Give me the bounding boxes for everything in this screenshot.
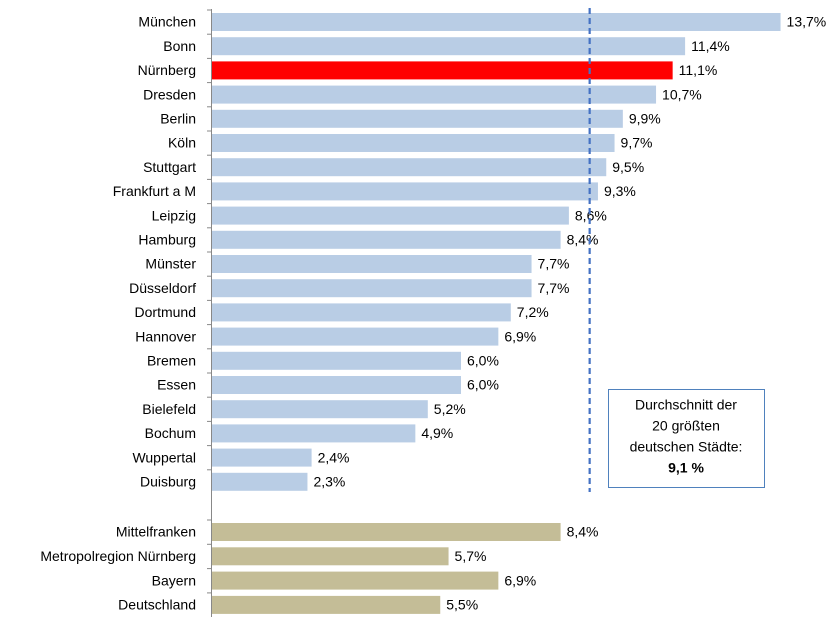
- value-label: 9,3%: [604, 183, 636, 199]
- bar: [212, 571, 499, 590]
- bar: [212, 206, 569, 225]
- category-label: Bochum: [145, 425, 196, 441]
- value-label: 8,6%: [575, 207, 607, 223]
- bar: [212, 85, 657, 104]
- category-label: Deutschland: [118, 597, 196, 613]
- value-label: 9,5%: [612, 159, 644, 175]
- annotation-box: [608, 389, 765, 488]
- value-label: 4,9%: [421, 425, 453, 441]
- category-label: Dresden: [143, 86, 196, 102]
- category-label: Bonn: [163, 38, 196, 54]
- category-label: Wuppertal: [132, 449, 196, 465]
- category-label: Stuttgart: [143, 159, 196, 175]
- value-label: 9,9%: [629, 111, 661, 127]
- bar: [212, 158, 607, 177]
- category-label: Frankfurt a M: [113, 183, 196, 199]
- category-label: Bielefeld: [142, 401, 196, 417]
- category-label: Duisburg: [140, 474, 196, 490]
- value-label: 2,3%: [313, 474, 345, 490]
- bar: [212, 400, 428, 419]
- bar: [212, 327, 499, 346]
- bar: [212, 37, 686, 56]
- bar: [212, 351, 461, 370]
- annotation-text: 20 größten: [652, 418, 720, 434]
- value-label: 11,4%: [691, 38, 730, 54]
- annotation-text: deutschen Städte:: [630, 439, 743, 455]
- bar: [212, 109, 623, 128]
- value-label: 6,0%: [467, 377, 499, 393]
- category-label: Köln: [168, 135, 196, 151]
- annotation-text: Durchschnitt der: [635, 397, 737, 413]
- value-label: 10,7%: [662, 86, 702, 102]
- value-label: 6,9%: [504, 328, 536, 344]
- bar: [212, 134, 615, 152]
- value-label: 6,0%: [467, 353, 499, 369]
- bar: [212, 523, 561, 541]
- value-label: 7,7%: [538, 280, 570, 296]
- value-label: 5,2%: [434, 401, 466, 417]
- category-label: Leipzig: [152, 207, 196, 223]
- value-label: 8,4%: [567, 524, 599, 540]
- bar: [212, 61, 673, 80]
- bar: [212, 448, 312, 467]
- value-label: 6,9%: [504, 572, 536, 588]
- value-label: 11,1%: [679, 62, 718, 78]
- category-label: Mittelfranken: [116, 524, 196, 540]
- value-label: 5,5%: [446, 597, 478, 613]
- category-label: Nürnberg: [138, 62, 196, 78]
- value-label: 2,4%: [318, 449, 350, 465]
- value-label: 5,7%: [455, 548, 487, 564]
- category-label: Essen: [157, 377, 196, 393]
- category-label: Bremen: [147, 353, 196, 369]
- value-label: 7,7%: [538, 256, 570, 272]
- category-label: Dortmund: [135, 304, 196, 320]
- bar: [212, 279, 532, 298]
- category-label: Hamburg: [138, 232, 196, 248]
- category-label: Düsseldorf: [129, 280, 196, 296]
- bar: [212, 547, 449, 566]
- category-label: Berlin: [160, 111, 196, 127]
- category-label: Hannover: [135, 328, 196, 344]
- category-label: München: [138, 14, 196, 30]
- value-label: 9,7%: [621, 135, 653, 151]
- bar: [212, 230, 561, 249]
- bar: [212, 255, 532, 273]
- annotation-value: 9,1 %: [668, 460, 704, 476]
- category-label: Bayern: [152, 572, 196, 588]
- bar: [212, 182, 598, 201]
- bar: [212, 424, 416, 443]
- category-label: Münster: [145, 256, 196, 272]
- bar: [212, 13, 781, 31]
- bar: [212, 376, 461, 394]
- bar: [212, 472, 308, 491]
- value-label: 13,7%: [787, 14, 827, 30]
- bar: [212, 303, 511, 322]
- value-label: 8,4%: [567, 232, 599, 248]
- bar: [212, 595, 441, 614]
- category-label: Metropolregion Nürnberg: [40, 548, 196, 564]
- value-label: 7,2%: [517, 304, 549, 320]
